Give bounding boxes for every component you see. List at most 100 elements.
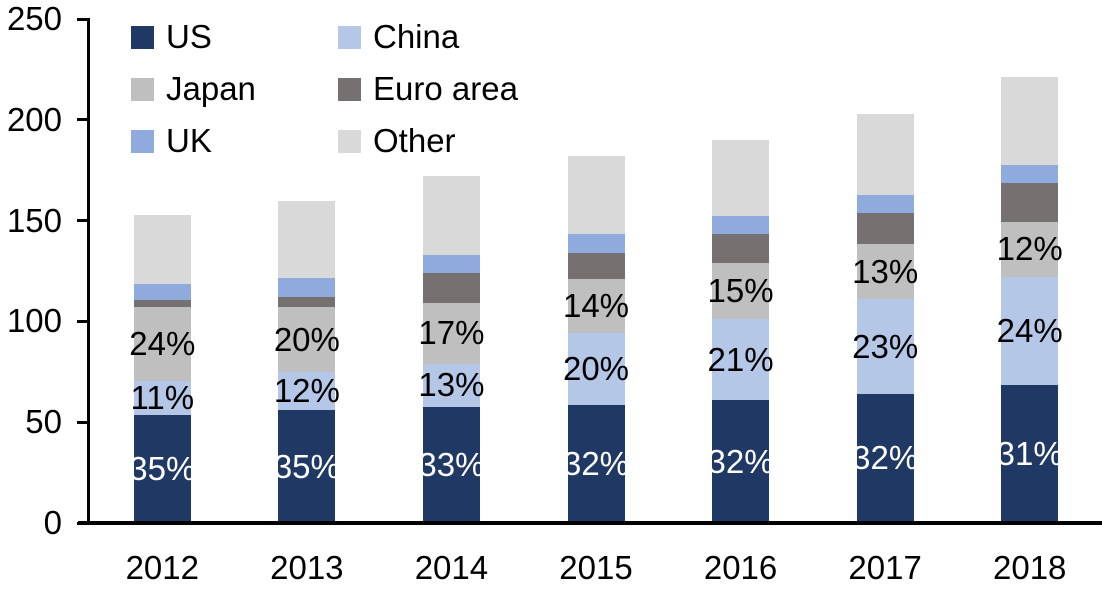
data-label-japan-2016: 15% — [707, 272, 774, 310]
y-axis-tick-200 — [77, 118, 90, 122]
x-axis-label-2015: 2015 — [559, 549, 633, 586]
bar-segment-euro-area-2014 — [422, 273, 480, 304]
bar-segment-uk-2012 — [133, 284, 191, 301]
y-axis-label-200: 200 — [6, 100, 62, 138]
y-axis-tick-150 — [77, 219, 90, 223]
bar-segment-japan-2015 — [567, 279, 625, 334]
x-axis-line — [78, 521, 1102, 525]
bar-segment-uk-2016 — [712, 215, 770, 234]
y-axis-tick-50 — [77, 420, 90, 424]
data-label-japan-2012: 24% — [129, 325, 196, 363]
bar-segment-other-2017 — [856, 113, 914, 196]
x-axis-label-2016: 2016 — [703, 549, 778, 586]
data-label-china-2012: 11% — [130, 379, 195, 416]
bar-segment-us-2013 — [278, 410, 336, 523]
y-axis-label-50: 50 — [25, 403, 62, 441]
y-axis-tick-100 — [77, 319, 90, 323]
bar-segment-other-2018 — [1001, 77, 1059, 166]
x-axis-label-2012: 2012 — [125, 549, 199, 586]
legend-swatch-us — [131, 25, 154, 49]
bar-segment-us-2014 — [422, 407, 480, 523]
legend-item-china: China — [338, 20, 518, 54]
legend-swatch-other — [338, 129, 361, 153]
bar-segment-euro-area-2015 — [567, 252, 625, 280]
data-label-china-2016: 21% — [707, 340, 774, 378]
data-label-china-2014: 13% — [418, 366, 485, 404]
bar-segment-china-2015 — [567, 333, 625, 406]
x-axis-label-2018: 2018 — [992, 549, 1067, 586]
bar-segment-china-2013 — [278, 371, 336, 411]
bar-segment-other-2015 — [567, 156, 625, 234]
legend-item-japan: Japan — [131, 72, 338, 106]
bar-segment-euro-area-2018 — [1001, 183, 1059, 222]
data-label-us-2013: 35% — [273, 447, 340, 485]
bar-segment-other-2013 — [278, 201, 336, 279]
legend-label-us: US — [166, 18, 212, 55]
bar-segment-china-2017 — [856, 299, 914, 394]
legend-label-other: Other — [373, 122, 456, 159]
bar-segment-china-2012 — [133, 380, 191, 416]
chart-legend: US China Japan Euro area UK Other — [131, 11, 518, 167]
data-label-us-2014: 33% — [418, 446, 485, 484]
data-label-japan-2015: 14% — [562, 287, 630, 325]
legend-swatch-japan — [131, 77, 154, 101]
y-axis-tick-250 — [77, 17, 90, 21]
x-axis-label-2017: 2017 — [848, 549, 922, 586]
legend-item-euro-area: Euro area — [338, 72, 518, 106]
bar-segment-japan-2014 — [422, 303, 480, 364]
bar-segment-japan-2016 — [712, 262, 770, 320]
bar-segment-us-2018 — [1001, 384, 1059, 523]
bar-segment-other-2016 — [712, 139, 770, 216]
data-label-china-2013: 12% — [273, 371, 340, 409]
legend-item-us: US — [131, 20, 338, 54]
bar-segment-other-2014 — [422, 176, 480, 255]
bar-segment-japan-2018 — [1001, 221, 1059, 278]
data-label-us-2016: 32% — [707, 442, 774, 480]
legend-swatch-china — [338, 25, 361, 49]
bar-segment-uk-2018 — [1001, 165, 1059, 184]
data-label-china-2018: 24% — [996, 311, 1063, 349]
bar-segment-japan-2012 — [133, 307, 191, 381]
legend-label-uk: UK — [166, 122, 212, 159]
legend-item-uk: UK — [131, 124, 338, 158]
bar-segment-us-2016 — [712, 400, 770, 523]
data-label-us-2018: 31% — [996, 434, 1063, 472]
bar-segment-china-2016 — [712, 319, 770, 400]
legend-swatch-euro-area — [338, 77, 361, 101]
data-label-japan-2017: 13% — [852, 252, 919, 290]
data-label-japan-2018: 12% — [996, 230, 1063, 268]
data-label-us-2012: 35% — [129, 450, 196, 488]
bar-segment-uk-2017 — [856, 195, 914, 213]
legend-label-china: China — [373, 18, 460, 55]
legend-item-other: Other — [338, 124, 518, 158]
bar-segment-euro-area-2017 — [856, 212, 914, 244]
y-axis-line — [87, 19, 90, 524]
bar-segment-euro-area-2012 — [133, 300, 191, 308]
legend-label-japan: Japan — [166, 70, 256, 107]
bar-segment-euro-area-2016 — [712, 233, 770, 263]
data-label-us-2015: 32% — [562, 445, 630, 483]
data-label-japan-2014: 17% — [418, 314, 485, 352]
x-axis-label-2013: 2013 — [270, 549, 344, 586]
bar-segment-china-2018 — [1001, 277, 1059, 385]
x-axis-label-2014: 2014 — [414, 549, 489, 586]
y-axis-label-100: 100 — [6, 302, 62, 340]
bar-segment-us-2012 — [133, 415, 191, 523]
bar-segment-japan-2013 — [278, 307, 336, 372]
data-label-japan-2013: 20% — [273, 320, 340, 358]
y-axis-label-150: 150 — [6, 201, 62, 239]
y-axis-label-250: 250 — [6, 0, 62, 37]
legend-label-euro-area: Euro area — [373, 70, 518, 107]
data-label-us-2017: 32% — [852, 439, 919, 477]
bar-segment-us-2017 — [856, 393, 914, 523]
bar-segment-uk-2015 — [567, 233, 625, 253]
data-label-china-2017: 23% — [852, 327, 919, 365]
bar-segment-japan-2017 — [856, 243, 914, 300]
legend-swatch-uk — [131, 129, 154, 153]
y-axis-label-0: 0 — [43, 504, 62, 541]
bar-segment-euro-area-2013 — [278, 297, 336, 308]
data-label-china-2015: 20% — [562, 350, 630, 388]
bar-segment-us-2015 — [567, 405, 625, 523]
bar-segment-other-2012 — [133, 214, 191, 285]
